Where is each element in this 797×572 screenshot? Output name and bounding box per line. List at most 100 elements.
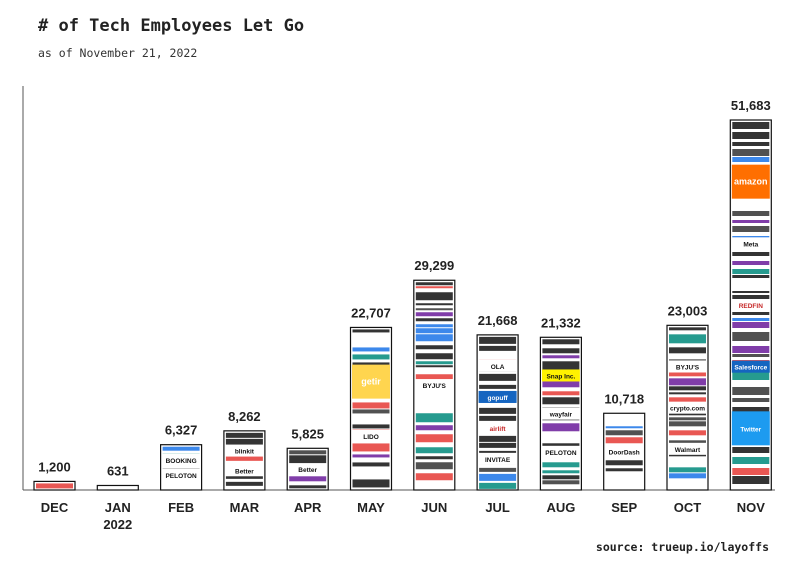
logo-stripe xyxy=(415,303,453,306)
logo-stripe xyxy=(732,157,770,162)
logo-tile xyxy=(605,445,644,458)
logo-stripe xyxy=(732,346,770,353)
x-tick-label: MAR xyxy=(230,500,260,515)
logo-stripe xyxy=(352,462,390,467)
bar-aug: Snap Inc. wayfair PELOTON xyxy=(539,336,583,491)
logo-stripe xyxy=(732,312,770,315)
chart-subtitle: as of November 21, 2022 xyxy=(38,46,198,60)
logo-stripe xyxy=(732,332,770,341)
logo-stripe xyxy=(732,132,770,139)
value-label: 631 xyxy=(107,463,129,478)
logo-stripe xyxy=(415,434,453,443)
x-tick-label: AUG xyxy=(546,500,575,515)
logo-tile xyxy=(352,364,390,399)
logo-stripe xyxy=(605,430,643,436)
logo-stripe xyxy=(415,324,453,328)
logo-stripe xyxy=(415,286,453,289)
logo-stripe xyxy=(289,450,327,455)
logo-stripe xyxy=(352,402,390,409)
logo-stripe xyxy=(415,425,453,431)
logo-stripe xyxy=(732,476,770,484)
logo-label: PELOTON xyxy=(545,450,577,457)
logo-tile xyxy=(162,453,201,466)
logo-stripe xyxy=(415,282,453,286)
logo-tile xyxy=(731,164,770,199)
value-label: 51,683 xyxy=(731,98,771,113)
logo-label: gopuff xyxy=(487,395,508,402)
logo-stripe xyxy=(669,347,706,354)
value-label: 6,327 xyxy=(165,423,198,438)
logo-tile xyxy=(668,442,707,455)
logo-stripe xyxy=(415,292,453,301)
logo-tile xyxy=(225,464,264,477)
logo-stripe xyxy=(415,318,453,322)
logo-stripe xyxy=(542,339,580,345)
logo-stripe xyxy=(669,378,706,386)
logo-stripe xyxy=(669,412,706,416)
logo-tile xyxy=(478,452,517,465)
logo-stripe xyxy=(669,430,706,436)
value-label: 22,707 xyxy=(351,305,391,320)
logo-stripe xyxy=(732,318,770,321)
x-tick-label: DEC xyxy=(41,500,69,515)
logo-stripe xyxy=(415,361,453,365)
logo-tile xyxy=(731,360,770,373)
logo-tile xyxy=(352,429,390,442)
logo-stripe xyxy=(479,336,517,344)
logo-tile xyxy=(288,463,327,476)
x-tick-labels-group: DEC JAN 2022 FEB MAR APR MAY JUN JUL AUG SEP OCT NOV xyxy=(41,500,765,532)
bar-may: getir LIDO xyxy=(349,326,393,491)
logo-stripe xyxy=(732,398,770,402)
logo-stripe xyxy=(732,291,770,293)
logo-stripe xyxy=(605,468,643,472)
logo-stripe xyxy=(732,371,770,380)
logo-stripe xyxy=(352,354,390,360)
logo-stripe xyxy=(352,479,390,488)
logo-stripe xyxy=(479,482,517,489)
logo-tile xyxy=(668,401,707,414)
logo-stripe xyxy=(479,450,517,453)
logo-label: LIDO xyxy=(363,434,379,441)
logo-label: Salesforce xyxy=(734,365,767,372)
logo-label: crypto.com xyxy=(670,406,705,413)
logo-stripe xyxy=(542,361,580,371)
logo-stripe xyxy=(732,226,770,232)
logo-stripe xyxy=(415,413,453,423)
logo-stripe xyxy=(669,327,706,331)
logo-label: wayfair xyxy=(549,412,573,419)
logo-stripe xyxy=(605,426,643,429)
bar-rect xyxy=(96,484,139,491)
logo-label: Better xyxy=(235,468,254,475)
logo-stripe xyxy=(415,462,453,470)
logo-stripe xyxy=(732,457,770,464)
logo-tile xyxy=(478,390,517,403)
value-label: 23,003 xyxy=(668,303,708,318)
logo-stripe xyxy=(36,483,73,489)
logo-stripe xyxy=(669,417,706,421)
logo-label: Twitter xyxy=(740,426,761,433)
logo-stripe xyxy=(352,409,390,414)
logo-stripe xyxy=(732,354,770,357)
logo-label: Better xyxy=(298,467,317,474)
x-tick-label: SEP xyxy=(611,500,637,515)
bar-jun: BYJU'S xyxy=(413,279,456,491)
logo-stripe xyxy=(415,353,453,360)
logo-stripe xyxy=(415,334,453,342)
logo-stripe xyxy=(732,122,770,129)
logo-tile xyxy=(541,369,580,382)
logo-label: getir xyxy=(361,377,381,387)
logo-stripe xyxy=(542,397,580,405)
logo-tile xyxy=(731,411,770,446)
logo-stripe xyxy=(605,437,643,444)
logo-stripe xyxy=(542,348,580,354)
x-tick-label: JUL xyxy=(485,500,510,515)
logo-stripe xyxy=(225,455,263,461)
logo-stripe xyxy=(732,142,770,146)
value-label: 8,262 xyxy=(228,409,261,424)
bar-mar: blinkit Better xyxy=(223,430,266,491)
logo-stripe xyxy=(669,397,706,404)
logo-tile xyxy=(478,421,517,434)
logo-label: BYJU'S xyxy=(676,364,700,371)
logo-label: Walmart xyxy=(675,447,701,454)
logo-tile xyxy=(541,407,580,420)
